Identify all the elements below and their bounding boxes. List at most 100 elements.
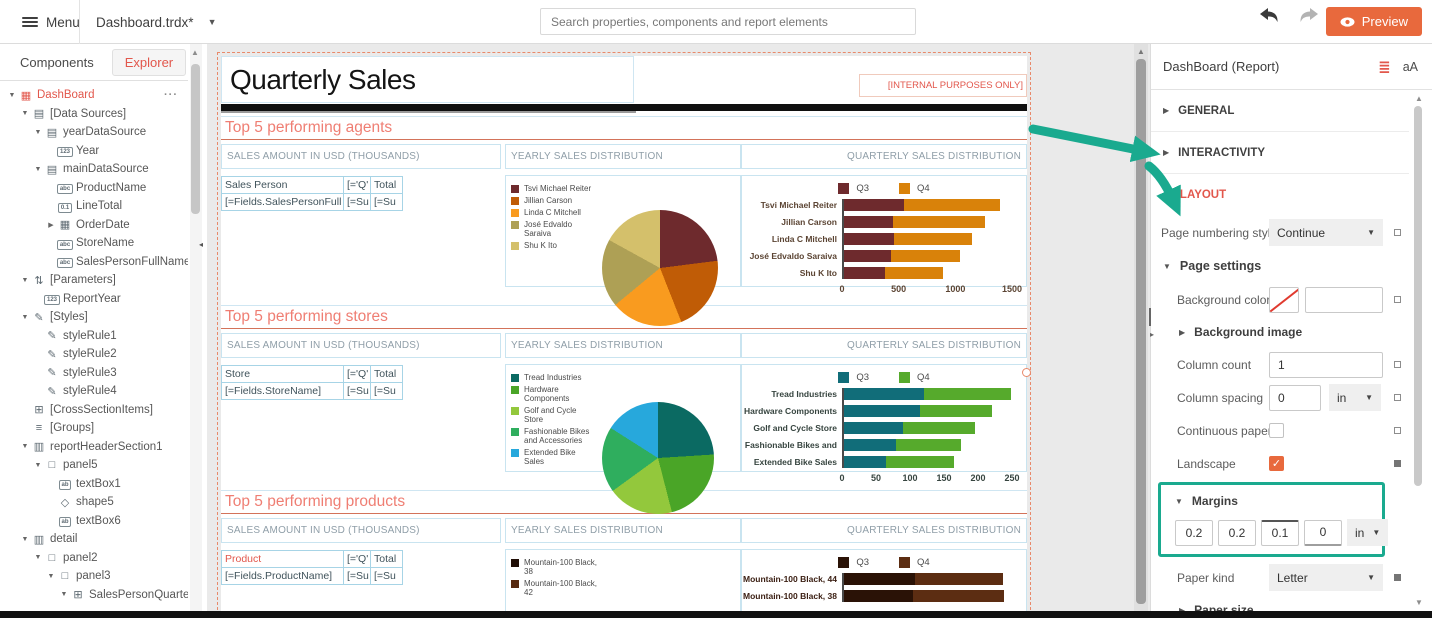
chevron-down-icon[interactable]: ▼	[21, 313, 29, 321]
structure-view-icon[interactable]: ≣	[1378, 58, 1391, 76]
properties-scrollbar-thumb[interactable]	[1414, 106, 1422, 486]
properties-scroll-up-icon[interactable]: ▲	[1415, 94, 1423, 103]
column-count-input[interactable]	[1269, 351, 1383, 378]
design-canvas[interactable]: Quarterly Sales [INTERNAL PURPOSES ONLY]…	[207, 44, 1150, 611]
crosstab-cell[interactable]: [=Su	[343, 567, 371, 585]
chevron-down-icon[interactable]: ▼	[21, 535, 29, 543]
paper-kind-select[interactable]: Letter ▼	[1269, 564, 1383, 591]
section-heading-1[interactable]: Top 5 performing agents	[221, 116, 1027, 140]
margin-right-input[interactable]	[1218, 519, 1256, 546]
property-state-square[interactable]	[1394, 394, 1401, 401]
tree-item-maindatasource[interactable]: ▼ ▤ mainDataSource	[0, 160, 188, 179]
chevron-down-icon[interactable]: ▼	[60, 591, 68, 599]
tree-item-year[interactable]: 123 Year	[0, 142, 188, 161]
tree-item-menu-icon[interactable]: ···	[164, 89, 178, 102]
bar-chart-area[interactable]: Q3 Q4 Tsvi Michael Reiter Jillian Carson Lin…	[741, 175, 1027, 294]
bar-chart-area[interactable]: Q3 Q4 Tread Industries Hardware Components G…	[741, 364, 1027, 483]
tree-scroll-up-icon[interactable]: ▲	[191, 48, 199, 57]
tree-item-panel2[interactable]: ▼ □ panel2	[0, 549, 188, 568]
tree-item-detail[interactable]: ▼ ▥ detail	[0, 530, 188, 549]
pie-chart-area[interactable]: Tread Industries Hardware Components Golf …	[505, 364, 741, 514]
sales-table-panel[interactable]: SALES AMOUNT IN USD (THOUSANDS) Product [=…	[221, 518, 502, 585]
landscape-checkbox[interactable]: ✓	[1269, 456, 1284, 471]
column-spacing-input[interactable]	[1269, 384, 1321, 411]
chevron-down-icon[interactable]: ▼	[34, 461, 42, 469]
crosstab-cell[interactable]: Total	[370, 176, 403, 194]
chevron-down-icon[interactable]: ▼	[21, 276, 29, 284]
property-state-square[interactable]	[1394, 574, 1401, 581]
bar-chart-panel[interactable]: QUARTERLY SALES DISTRIBUTION Q3 Q4 Tread In…	[741, 333, 1027, 483]
bar-chart-panel[interactable]: QUARTERLY SALES DISTRIBUTION Q3 Q4 Tsvi Mic…	[741, 144, 1027, 294]
sales-table-panel[interactable]: SALES AMOUNT IN USD (THOUSANDS) Store [='Q…	[221, 333, 502, 400]
crosstab-cell[interactable]: [=Fields.ProductName]	[221, 567, 344, 585]
search-input[interactable]	[540, 8, 916, 35]
crosstab-cell[interactable]: Total	[370, 365, 403, 383]
chevron-down-icon[interactable]: ▼	[47, 572, 55, 580]
collapse-right-panel-icon[interactable]: ▸	[1150, 330, 1155, 339]
report-title-textbox[interactable]: Quarterly Sales	[221, 56, 634, 103]
crosstab-cell[interactable]: Product	[221, 550, 344, 568]
tree-item-panel5[interactable]: ▼ □ panel5	[0, 456, 188, 475]
section-layout[interactable]: ▼ LAYOUT	[1151, 174, 1409, 216]
tree-item-orderdate[interactable]: ▶ ▦ OrderDate	[0, 216, 188, 235]
property-state-square[interactable]	[1394, 361, 1401, 368]
pie-chart-panel[interactable]: YEARLY SALES DISTRIBUTION Tread Industrie…	[505, 333, 741, 514]
right-splitter-handle[interactable]	[1149, 308, 1151, 326]
crosstab-table[interactable]: Sales Person [='Q' Total [=Fields.SalesPers…	[221, 176, 403, 211]
redo-icon[interactable]	[1298, 7, 1320, 24]
chevron-down-icon[interactable]: ▼	[34, 128, 42, 136]
file-name-dropdown[interactable]: Dashboard.trdx* ▼	[96, 0, 216, 44]
menu-button[interactable]: Menu	[12, 0, 90, 44]
tree-item-parameters[interactable]: ▼ ⇅ [Parameters]	[0, 271, 188, 290]
tree-item-textbox6[interactable]: ab textBox6	[0, 512, 188, 531]
margins-unit-select[interactable]: in ▼	[1347, 519, 1389, 546]
margin-top-input[interactable]	[1261, 519, 1299, 546]
canvas-scroll-up-icon[interactable]: ▲	[1137, 47, 1145, 56]
tree-item-styles[interactable]: ▼ ✎ [Styles]	[0, 308, 188, 327]
pie-chart-panel[interactable]: YEARLY SALES DISTRIBUTION Tsvi Michael Re…	[505, 144, 741, 326]
crosstab-table[interactable]: Product [='Q' Total [=Fields.ProductName] [=…	[221, 550, 403, 585]
crosstab-cell[interactable]: [=Fields.SalesPersonFull	[221, 193, 344, 211]
tree-item-crosssectionitems[interactable]: ⊞ [CrossSectionItems]	[0, 401, 188, 420]
crosstab-cell[interactable]: [=Su	[343, 382, 371, 400]
pie-chart-area[interactable]: Mountain-100 Black, 38 Mountain-100 Black…	[505, 549, 741, 611]
internal-stamp-textbox[interactable]: [INTERNAL PURPOSES ONLY]	[859, 74, 1027, 97]
tree-item-stylerule1[interactable]: ✎ styleRule1	[0, 327, 188, 346]
property-state-square[interactable]	[1394, 460, 1401, 467]
tree-item-datasources[interactable]: ▼ ▤ [Data Sources]	[0, 105, 188, 124]
tree-item-reportheadersection1[interactable]: ▼ ▥ reportHeaderSection1	[0, 438, 188, 457]
tab-components[interactable]: Components	[20, 54, 94, 70]
crosstab-table[interactable]: Store [='Q' Total [=Fields.StoreName] [=Su [=…	[221, 365, 403, 400]
header-rule-shape[interactable]	[221, 104, 1027, 113]
chevron-down-icon[interactable]: ▼	[34, 165, 42, 173]
tree-item-linetotal[interactable]: 0.1 LineTotal	[0, 197, 188, 216]
background-color-input[interactable]	[1305, 286, 1383, 313]
column-spacing-unit-select[interactable]: in ▼	[1329, 384, 1381, 411]
background-image-group[interactable]: ▶ Background image	[1151, 316, 1409, 348]
tree-item-panel3[interactable]: ▼ □ panel3	[0, 567, 188, 586]
tree-item-salespersonfullname[interactable]: abc SalesPersonFullName	[0, 253, 188, 272]
tree-item-dashboard[interactable]: ▼ ▦ DashBoard ···	[0, 86, 188, 105]
crosstab-cell[interactable]: [=Su	[343, 193, 371, 211]
chevron-down-icon[interactable]: ▼	[21, 443, 29, 451]
section-general[interactable]: ▶ GENERAL	[1151, 90, 1409, 132]
crosstab-cell[interactable]: [='Q'	[343, 176, 371, 194]
chevron-right-icon[interactable]: ▶	[48, 221, 54, 229]
crosstab-cell[interactable]: [=Su	[370, 567, 403, 585]
canvas-scrollbar-thumb[interactable]	[1136, 59, 1146, 604]
tree-item-shape5[interactable]: ◇ shape5	[0, 493, 188, 512]
tree-item-stylerule4[interactable]: ✎ styleRule4	[0, 382, 188, 401]
chevron-down-icon[interactable]: ▼	[34, 554, 42, 562]
tree-item-storename[interactable]: abc StoreName	[0, 234, 188, 253]
section-interactivity[interactable]: ▶ INTERACTIVITY	[1151, 132, 1409, 174]
tree-item-groups[interactable]: ≡ [Groups]	[0, 419, 188, 438]
crosstab-cell[interactable]: [=Su	[370, 382, 403, 400]
page-settings-group[interactable]: ▼ Page settings	[1151, 249, 1409, 283]
crosstab-cell[interactable]: Total	[370, 550, 403, 568]
report-page[interactable]: Quarterly Sales [INTERNAL PURPOSES ONLY]…	[217, 52, 1031, 611]
crosstab-cell[interactable]: [=Fields.StoreName]	[221, 382, 344, 400]
crosstab-cell[interactable]: Store	[221, 365, 344, 383]
text-size-icon[interactable]: aA	[1402, 59, 1418, 74]
tab-explorer[interactable]: Explorer	[111, 48, 187, 76]
preview-button[interactable]: Preview	[1325, 7, 1422, 36]
